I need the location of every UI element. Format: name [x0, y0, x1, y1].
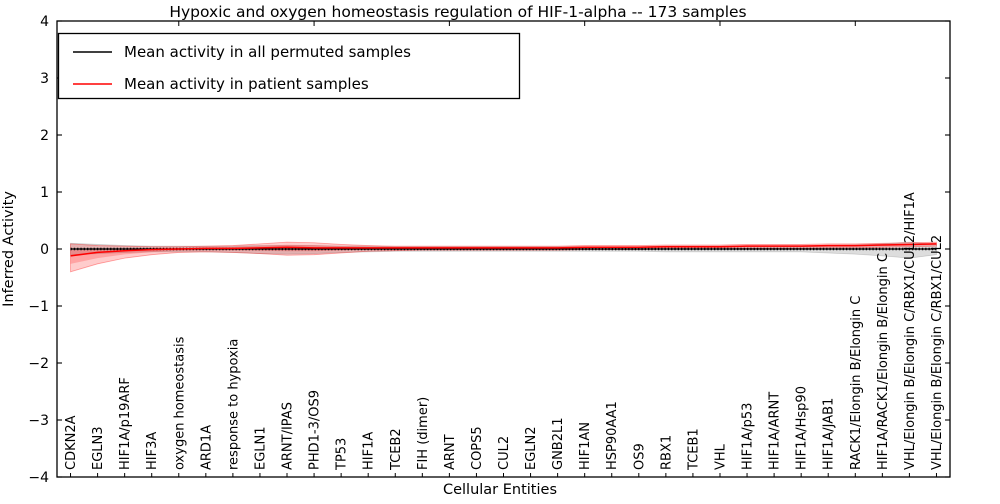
- x-tick-label: EGLN3: [91, 426, 106, 470]
- y-tick-label: 1: [40, 185, 49, 201]
- x-tick-label: VHL: [714, 443, 729, 470]
- x-tick-label: TP53: [335, 438, 350, 471]
- x-tick-label: HIF1AN: [578, 422, 593, 470]
- y-axis-label: Inferred Activity: [1, 191, 17, 307]
- y-tick-label: 4: [40, 14, 49, 30]
- chart-title: Hypoxic and oxygen homeostasis regulatio…: [169, 3, 746, 21]
- legend: Mean activity in all permuted samples Me…: [57, 32, 521, 100]
- x-axis-label: Cellular Entities: [443, 482, 557, 498]
- plot-area: 4 3 2 1 0 −1 −2 −3 −4 CDKN2A EGLN3 HIF1A/p19ARF HIF3…: [28, 14, 951, 486]
- x-tick-label: RACK1/Elongin B/Elongin C: [849, 296, 864, 470]
- x-tick-label: HIF3A: [145, 432, 160, 470]
- x-tick-label: OS9: [632, 443, 647, 470]
- y-tick-label: 2: [40, 128, 49, 144]
- x-tick-label: TCEB1: [686, 428, 701, 471]
- x-tick-label: HIF1A/p53: [741, 403, 756, 470]
- legend-label-patient: Mean activity in patient samples: [124, 75, 369, 93]
- y-tick-label: −1: [28, 299, 49, 315]
- y-tick-label: 3: [40, 71, 49, 87]
- x-tick-label: ARNT/IPAS: [281, 402, 296, 470]
- x-tick-label: EGLN2: [524, 426, 539, 470]
- x-tick-label: HIF1A/Hsp90: [795, 386, 810, 470]
- x-tick-label: response to hypoxia: [226, 339, 241, 470]
- x-tick-label: ARD1A: [199, 425, 214, 470]
- x-tick-label: VHL/Elongin B/Elongin C/RBX1/CUL2: [930, 235, 945, 470]
- x-tick-label: TCEB2: [389, 428, 404, 471]
- x-tick-label: HIF1A/p19ARF: [118, 377, 133, 470]
- legend-box: [57, 32, 521, 100]
- x-tick-label: CUL2: [497, 436, 512, 470]
- patient-mean-line: [70, 243, 937, 257]
- legend-label-permuted: Mean activity in all permuted samples: [124, 43, 411, 61]
- y-tick-label: −2: [28, 356, 49, 372]
- x-tick-label: VHL/Elongin B/Elongin C/RBX1/CUL2/HIF1A: [903, 192, 918, 470]
- y-tick-label: 0: [40, 242, 49, 258]
- x-tick-label: PHD1-3/OS9: [308, 390, 323, 470]
- x-tick-label: HIF1A: [362, 432, 377, 470]
- x-tick-label: CDKN2A: [64, 415, 79, 470]
- x-tick-label: GNB2L1: [551, 417, 566, 470]
- x-tick-label: oxygen homeostasis: [172, 336, 187, 470]
- x-tick-label: FIH (dimer): [416, 397, 431, 470]
- patient-std-band-inner: [70, 243, 937, 264]
- x-tick-label: ARNT: [443, 434, 458, 470]
- x-tick-label: COPS5: [470, 426, 485, 470]
- x-tick-label: EGLN1: [254, 426, 269, 470]
- y-tick-label: −3: [28, 413, 49, 429]
- x-tick-label: HIF1A/RACK1/Elongin B/Elongin C: [876, 253, 891, 470]
- y-tick-label: −4: [28, 470, 49, 486]
- x-tick-label: RBX1: [659, 435, 674, 470]
- x-tick-label: HIF1A/JAB1: [822, 398, 837, 470]
- x-tick-label: HSP90AA1: [605, 401, 620, 470]
- x-tick-label: HIF1A/ARNT: [768, 392, 783, 470]
